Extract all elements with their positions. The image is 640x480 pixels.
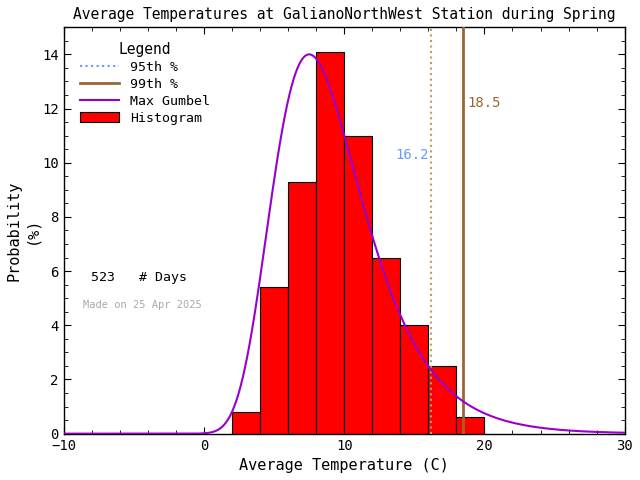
Bar	[372, 258, 400, 433]
Bar	[316, 52, 344, 433]
Bar	[456, 418, 484, 433]
Bar	[428, 366, 456, 433]
Text: 523   # Days: 523 # Days	[83, 271, 188, 284]
Text: 16.2: 16.2	[395, 148, 428, 162]
Bar	[232, 412, 260, 433]
Title: Average Temperatures at GalianoNorthWest Station during Spring: Average Temperatures at GalianoNorthWest…	[73, 7, 616, 22]
Bar	[288, 182, 316, 433]
X-axis label: Average Temperature (C): Average Temperature (C)	[239, 458, 449, 473]
Text: Made on 25 Apr 2025: Made on 25 Apr 2025	[83, 300, 202, 310]
Y-axis label: Probability
(%): Probability (%)	[7, 180, 39, 281]
Bar	[260, 288, 288, 433]
Text: 18.5: 18.5	[468, 96, 501, 110]
Bar	[400, 325, 428, 433]
Legend: 95th %, 99th %, Max Gumbel, Histogram: 95th %, 99th %, Max Gumbel, Histogram	[76, 38, 214, 129]
Bar	[344, 136, 372, 433]
